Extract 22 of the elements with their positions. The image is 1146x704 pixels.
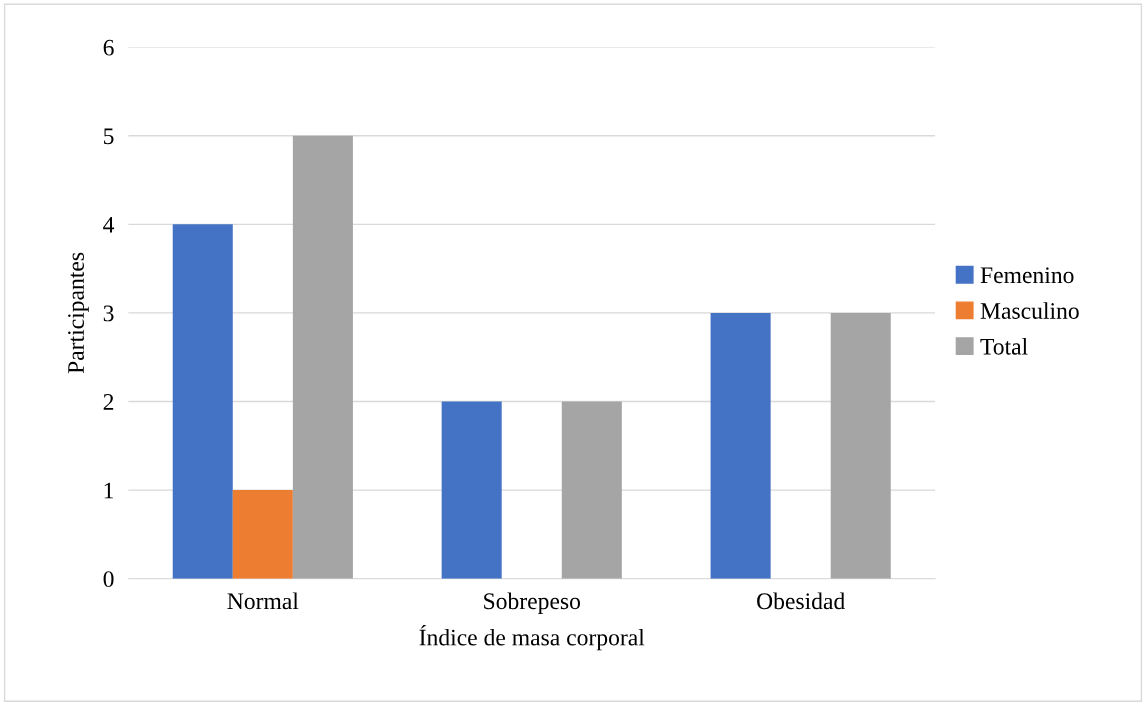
y-tick-label: 0 xyxy=(103,571,114,588)
x-tick-label: Obesidad xyxy=(757,592,845,610)
bar xyxy=(172,224,233,579)
y-tick-label: 2 xyxy=(103,394,114,410)
y-tick-label: 1 xyxy=(104,482,114,499)
y-tick-label: 6 xyxy=(103,39,114,56)
x-tick-label: Normal xyxy=(227,592,299,610)
legend-label: Masculino xyxy=(980,302,1079,319)
bar xyxy=(232,490,293,579)
x-tick-label: Sobrepeso xyxy=(484,592,581,614)
legend-label: Total xyxy=(980,338,1028,355)
y-tick-label: 3 xyxy=(103,305,114,322)
y-tick-label: 4 xyxy=(103,216,115,233)
bar xyxy=(830,312,891,579)
y-axis-title: Participantes xyxy=(68,252,89,374)
x-axis-title: Índice de masa corporal xyxy=(419,625,645,651)
bar xyxy=(441,401,502,579)
legend-label: Femenino xyxy=(980,267,1074,284)
bar xyxy=(561,401,622,579)
bar xyxy=(710,312,771,579)
y-tick-label: 5 xyxy=(104,128,114,145)
bar xyxy=(292,135,353,579)
